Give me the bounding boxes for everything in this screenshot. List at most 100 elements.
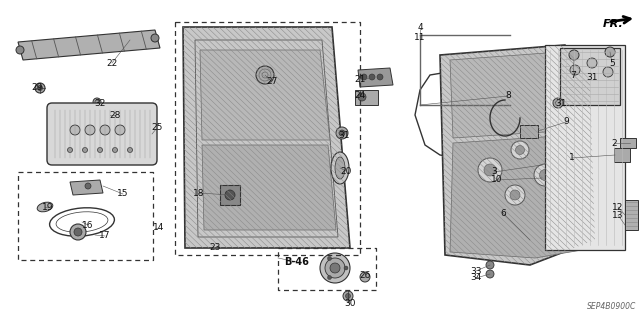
Circle shape: [16, 46, 24, 54]
Text: B-46: B-46: [285, 257, 309, 267]
Circle shape: [358, 93, 366, 101]
Text: 16: 16: [83, 220, 93, 229]
Text: 4: 4: [417, 24, 423, 33]
Circle shape: [70, 125, 80, 135]
Circle shape: [320, 253, 350, 283]
Polygon shape: [355, 90, 378, 105]
Polygon shape: [450, 52, 575, 138]
Circle shape: [225, 190, 235, 200]
Text: 28: 28: [109, 110, 121, 120]
Text: 5: 5: [609, 58, 615, 68]
Polygon shape: [614, 148, 630, 162]
Text: 24: 24: [355, 91, 365, 100]
Circle shape: [336, 127, 348, 139]
Text: 33: 33: [470, 266, 482, 276]
Text: 29: 29: [31, 84, 43, 93]
Text: 21: 21: [355, 76, 365, 85]
Text: FR.: FR.: [603, 19, 624, 29]
Circle shape: [343, 291, 353, 301]
Circle shape: [151, 34, 159, 42]
Circle shape: [553, 98, 563, 108]
Circle shape: [478, 158, 502, 182]
Circle shape: [603, 67, 613, 77]
Polygon shape: [100, 110, 120, 120]
Circle shape: [85, 183, 91, 189]
Circle shape: [510, 190, 520, 200]
Text: 9: 9: [563, 117, 569, 127]
Circle shape: [74, 228, 82, 236]
Circle shape: [38, 85, 42, 91]
Circle shape: [70, 224, 86, 240]
Circle shape: [328, 256, 332, 261]
Circle shape: [515, 145, 525, 154]
Polygon shape: [520, 125, 538, 138]
Circle shape: [328, 276, 332, 279]
Circle shape: [113, 147, 118, 152]
Circle shape: [505, 185, 525, 205]
Circle shape: [83, 147, 88, 152]
Circle shape: [97, 147, 102, 152]
Circle shape: [339, 130, 345, 136]
Circle shape: [346, 293, 351, 299]
Text: 23: 23: [209, 243, 221, 253]
Text: 20: 20: [340, 167, 352, 175]
Ellipse shape: [37, 202, 53, 212]
Circle shape: [344, 266, 348, 270]
Text: 17: 17: [99, 232, 111, 241]
Circle shape: [377, 74, 383, 80]
Polygon shape: [560, 48, 620, 105]
Circle shape: [85, 125, 95, 135]
Polygon shape: [545, 45, 625, 250]
Text: 31: 31: [556, 100, 567, 108]
Text: 26: 26: [359, 271, 371, 280]
FancyBboxPatch shape: [47, 103, 157, 165]
Polygon shape: [220, 185, 240, 205]
Circle shape: [127, 147, 132, 152]
Text: 32: 32: [94, 99, 106, 108]
Text: 7: 7: [570, 70, 576, 79]
Polygon shape: [202, 145, 336, 230]
Polygon shape: [183, 27, 350, 248]
Circle shape: [330, 263, 340, 273]
Polygon shape: [18, 30, 160, 60]
Polygon shape: [450, 135, 582, 258]
Circle shape: [484, 164, 496, 176]
Circle shape: [486, 261, 494, 269]
Circle shape: [569, 50, 579, 60]
Text: 10: 10: [492, 175, 503, 184]
Circle shape: [105, 112, 111, 118]
Polygon shape: [70, 180, 103, 195]
Circle shape: [115, 125, 125, 135]
Text: 31: 31: [339, 130, 349, 139]
Polygon shape: [620, 138, 636, 148]
Circle shape: [540, 169, 550, 181]
Text: 25: 25: [151, 123, 163, 132]
Circle shape: [511, 141, 529, 159]
Circle shape: [93, 98, 101, 106]
Text: 27: 27: [266, 78, 278, 86]
Polygon shape: [440, 45, 595, 265]
Polygon shape: [358, 68, 393, 87]
Text: 1: 1: [569, 153, 575, 162]
Circle shape: [534, 164, 556, 186]
Ellipse shape: [335, 157, 345, 179]
Circle shape: [100, 125, 110, 135]
Text: 19: 19: [42, 203, 54, 211]
Circle shape: [570, 65, 580, 75]
Text: 11: 11: [414, 33, 426, 41]
Circle shape: [369, 74, 375, 80]
Text: 13: 13: [612, 211, 624, 219]
Circle shape: [360, 272, 370, 282]
Text: 31: 31: [586, 73, 598, 83]
Text: 3: 3: [491, 167, 497, 176]
Text: 30: 30: [344, 299, 356, 308]
Circle shape: [486, 270, 494, 278]
Circle shape: [35, 83, 45, 93]
Text: 34: 34: [470, 273, 482, 283]
Circle shape: [67, 147, 72, 152]
Text: 12: 12: [612, 203, 624, 211]
Circle shape: [325, 258, 345, 278]
Text: 8: 8: [505, 92, 511, 100]
Circle shape: [587, 58, 597, 68]
Ellipse shape: [331, 152, 349, 184]
